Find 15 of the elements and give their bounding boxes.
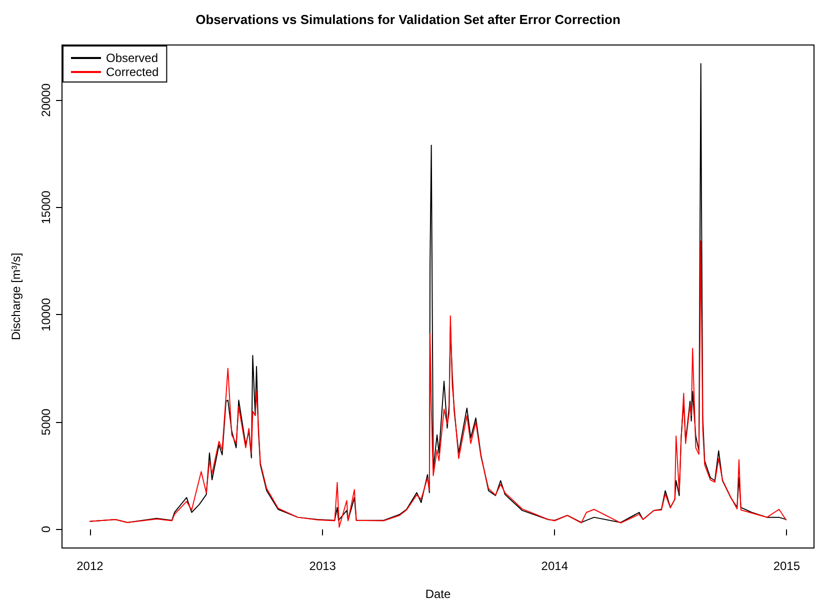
y-tick-label: 15000 bbox=[39, 190, 53, 224]
legend-label: Observed bbox=[106, 51, 158, 65]
line-series bbox=[89, 240, 787, 528]
x-axis-title: Date bbox=[425, 587, 451, 601]
x-tick-label: 2014 bbox=[541, 559, 568, 573]
x-tick-label: 2013 bbox=[309, 559, 336, 573]
chart-title: Observations vs Simulations for Validation Set after Error Correction bbox=[196, 12, 620, 27]
y-tick-label: 10000 bbox=[39, 298, 53, 332]
y-tick-label: 20000 bbox=[39, 83, 53, 117]
y-axis-title: Discharge [m³/s] bbox=[9, 252, 23, 340]
y-tick-label: 5000 bbox=[39, 408, 53, 436]
x-tick-label: 2012 bbox=[76, 559, 104, 573]
x-tick-label: 2015 bbox=[773, 559, 800, 573]
legend-label: Corrected bbox=[106, 65, 159, 79]
y-tick-label: 0 bbox=[39, 526, 53, 533]
